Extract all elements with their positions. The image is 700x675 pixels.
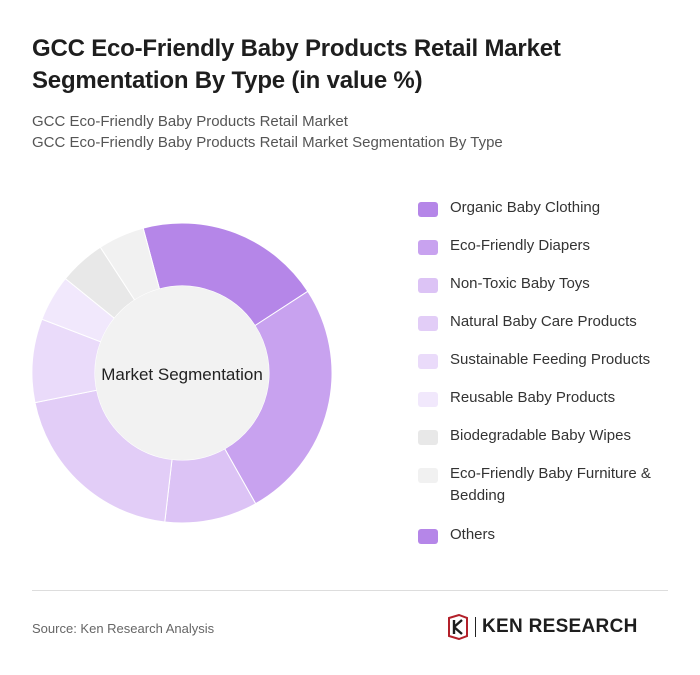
legend-label: Organic Baby Clothing	[450, 199, 601, 216]
legend-swatch	[418, 468, 438, 483]
legend-label: Sustainable Feeding Products	[450, 351, 651, 368]
legend-label: Eco-Friendly Diapers	[450, 237, 591, 254]
donut-slices	[31, 222, 333, 524]
legend-swatch	[418, 392, 438, 407]
donut-center	[95, 286, 269, 460]
legend-label: Eco-Friendly Baby Furniture & Bedding	[450, 465, 651, 504]
legend-item: Others	[418, 524, 678, 546]
legend-item: Eco-Friendly Diapers	[418, 235, 678, 257]
donut-chart: Market Segmentation	[31, 222, 333, 524]
legend-swatch	[418, 278, 438, 293]
ken-research-logo-icon	[448, 614, 468, 640]
legend-swatch	[418, 240, 438, 255]
legend-item: Biodegradable Baby Wipes	[418, 425, 678, 447]
legend-label: Others	[450, 526, 496, 543]
legend-swatch	[418, 430, 438, 445]
chart-subtitle-market: GCC Eco-Friendly Baby Products Retail Ma…	[32, 113, 348, 130]
legend-label: Non-Toxic Baby Toys	[450, 275, 590, 292]
brand-name: KEN RESEARCH	[482, 616, 638, 637]
legend-swatch	[418, 354, 438, 369]
chart-subtitle-segmentation: GCC Eco-Friendly Baby Products Retail Ma…	[32, 134, 503, 151]
chart-legend: Organic Baby Clothing Eco-Friendly Diaper…	[418, 197, 678, 562]
chart-title: GCC Eco-Friendly Baby Products Retail Ma…	[32, 35, 561, 94]
center-label: Market Segmentation	[101, 365, 263, 384]
legend-item: Sustainable Feeding Products	[418, 349, 678, 371]
brand: KEN RESEARCH	[447, 614, 638, 640]
footer-divider	[32, 590, 668, 591]
legend-label: Natural Baby Care Products	[450, 313, 637, 330]
brand-separator	[475, 617, 476, 637]
legend-item: Organic Baby Clothing	[418, 197, 678, 219]
legend-item: Non-Toxic Baby Toys	[418, 273, 678, 295]
source-note: Source: Ken Research Analysis	[32, 621, 215, 636]
legend-label: Biodegradable Baby Wipes	[450, 427, 631, 444]
legend-swatch	[418, 316, 438, 331]
legend-swatch	[418, 529, 438, 544]
legend-swatch	[418, 202, 438, 217]
legend-label: Reusable Baby Products	[450, 389, 616, 406]
legend-item: Natural Baby Care Products	[418, 311, 678, 333]
legend-item: Reusable Baby Products	[418, 387, 678, 409]
legend-item: Eco-Friendly Baby Furniture & Bedding	[418, 463, 678, 507]
